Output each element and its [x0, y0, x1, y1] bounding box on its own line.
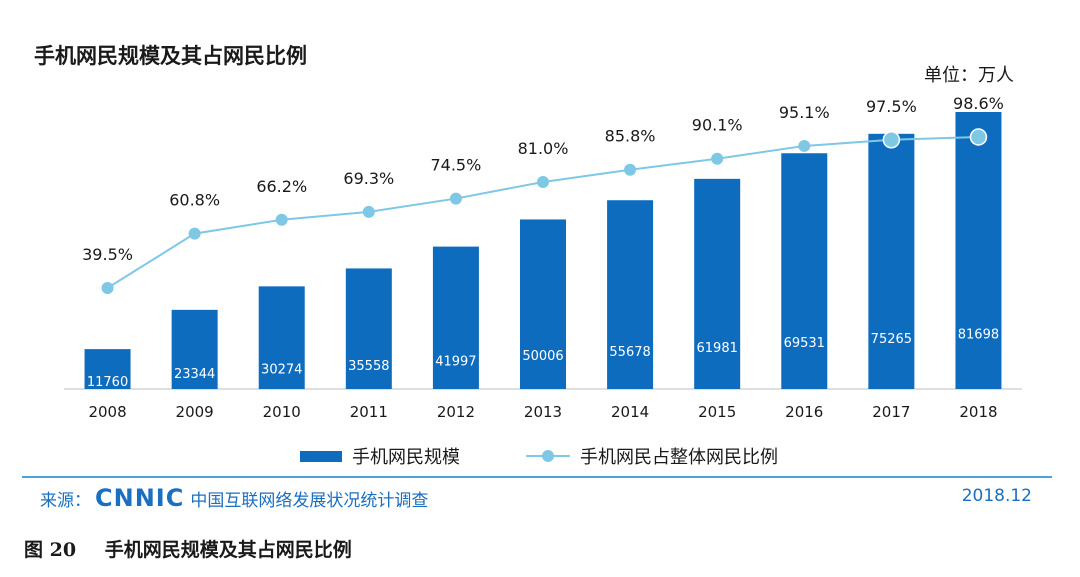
source-prefix: 来源：	[40, 490, 91, 511]
line-point	[882, 131, 901, 149]
line-point	[798, 139, 811, 152]
line-point	[624, 163, 637, 176]
line-point	[711, 152, 724, 165]
x-tick-label: 2012	[437, 403, 475, 421]
bar-value-label: 11760	[87, 375, 128, 390]
bar-value-label: 69531	[784, 336, 825, 351]
x-tick-label: 2011	[350, 403, 388, 421]
line-value-label: 85.8%	[605, 127, 656, 146]
source-text: 中国互联网络发展状况统计调查	[190, 490, 429, 511]
figure-caption: 图 20 手机网民规模及其占网民比例	[24, 535, 352, 562]
line-value-label: 66.2%	[256, 177, 307, 196]
bar-value-label: 23344	[174, 367, 215, 382]
x-tick-label: 2018	[959, 403, 997, 421]
cnnic-logo: CNNIC	[95, 484, 185, 512]
line-value-label: 90.1%	[692, 116, 743, 135]
line-point	[188, 227, 201, 240]
line-value-label: 97.5%	[866, 97, 917, 116]
footer-divider	[22, 476, 1052, 478]
bar	[84, 349, 131, 389]
line-point	[449, 192, 462, 205]
bar	[868, 133, 915, 389]
bar-value-label: 81698	[958, 328, 999, 343]
legend-item-line: 手机网民占整体网民比例	[526, 443, 778, 469]
bar	[694, 178, 741, 389]
bar	[781, 153, 828, 389]
figure-number: 图 20	[24, 539, 77, 561]
x-tick-label: 2010	[263, 403, 301, 421]
line-point	[362, 205, 375, 218]
x-tick-label: 2008	[88, 403, 126, 421]
source-line: 来源： CNNIC 中国互联网络发展状况统计调查	[40, 484, 428, 512]
x-tick-label: 2013	[524, 403, 562, 421]
bar-value-label: 35558	[348, 359, 389, 374]
legend: 手机网民规模 手机网民占整体网民比例	[0, 443, 1080, 473]
bar	[607, 200, 654, 389]
legend-item-bar: 手机网民规模	[300, 443, 460, 469]
x-tick-label: 2016	[785, 403, 823, 421]
line-value-label: 98.6%	[953, 94, 1004, 113]
bar-value-label: 55678	[609, 345, 650, 360]
legend-bar-label: 手机网民规模	[352, 447, 460, 468]
bar	[520, 219, 566, 389]
bar	[955, 112, 1002, 389]
bar-value-label: 30274	[261, 362, 302, 377]
chart-plot: 11760 23344 30274 35558 41997 50006 55678 61981…	[64, 94, 1022, 421]
line-point	[537, 175, 549, 188]
legend-line-label: 手机网民占整体网民比例	[580, 447, 778, 468]
line-point	[275, 213, 288, 226]
line-value-label: 74.5%	[430, 156, 481, 175]
line-value-label: 39.5%	[82, 245, 133, 264]
bar-value-label: 50006	[522, 349, 563, 364]
line-value-label: 95.1%	[779, 103, 830, 122]
x-tick-label: 2017	[872, 403, 910, 421]
x-tick-label: 2009	[176, 403, 214, 421]
line-point	[101, 282, 114, 294]
bar-value-label: 75265	[871, 332, 912, 347]
line-value-label: 81.0%	[518, 139, 569, 158]
bar	[171, 309, 218, 389]
line-value-label: 69.3%	[343, 169, 394, 188]
unit-label: 单位：万人	[924, 65, 1014, 86]
line-value-label: 60.8%	[169, 191, 220, 210]
bar-value-label: 41997	[435, 355, 476, 370]
bar-value-label: 61981	[697, 341, 738, 356]
figure-caption-text: 手机网民规模及其占网民比例	[104, 539, 352, 561]
x-tick-label: 2014	[611, 403, 649, 421]
bar	[258, 286, 305, 389]
bar	[345, 268, 392, 389]
legend-line-swatch	[526, 450, 570, 462]
source-date: 2018.12	[961, 486, 1032, 506]
x-tick-label: 2015	[698, 403, 736, 421]
legend-bar-swatch	[300, 450, 342, 462]
bar	[432, 246, 479, 389]
chart-title: 手机网民规模及其占网民比例	[34, 43, 307, 68]
line-point	[969, 128, 988, 146]
